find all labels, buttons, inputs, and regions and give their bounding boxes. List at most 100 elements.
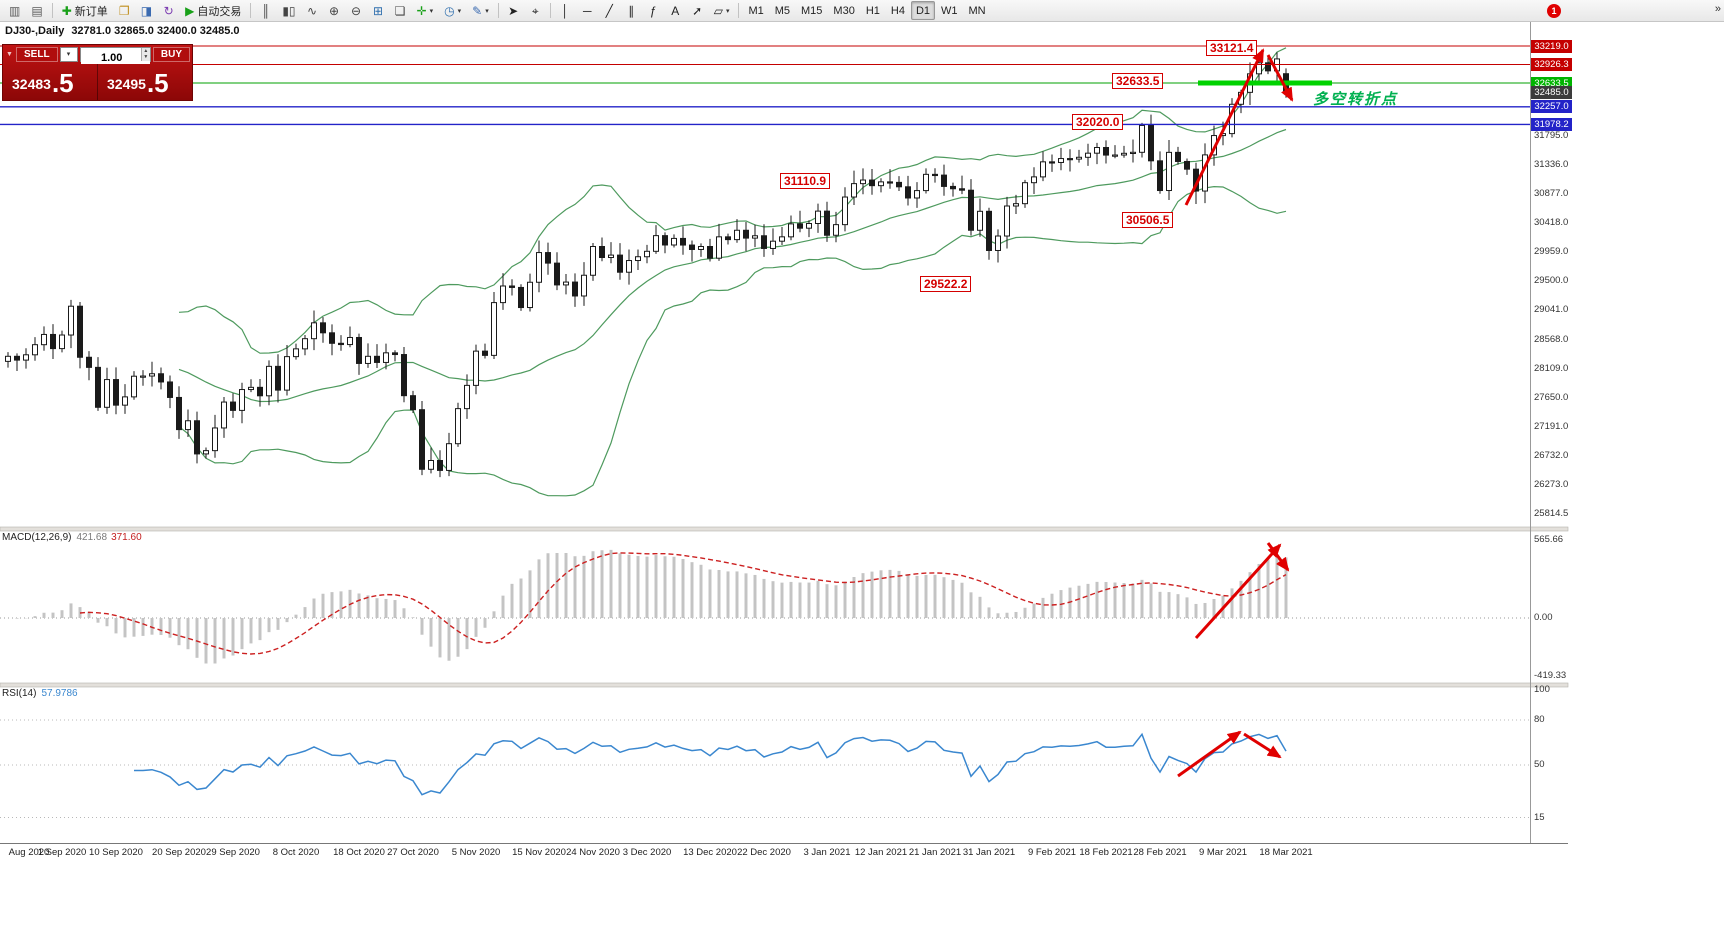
- buy-button[interactable]: BUY: [152, 46, 190, 62]
- bar-chart-icon[interactable]: ║: [255, 1, 276, 20]
- timeframe-h4[interactable]: H4: [886, 1, 910, 20]
- autotrade-button[interactable]: ▶ 自动交易: [180, 1, 246, 20]
- data-window-icon[interactable]: ◨: [136, 1, 157, 20]
- crosshair-icon[interactable]: ⌖: [525, 1, 546, 20]
- timeframe-m15[interactable]: M15: [796, 1, 827, 20]
- profiles-icon[interactable]: ▤: [26, 1, 47, 20]
- template-icon[interactable]: ✎ ▾: [467, 1, 494, 20]
- shapes-icon[interactable]: ▱ ▾: [709, 1, 735, 20]
- autotrade-button-label: 自动交易: [197, 5, 242, 18]
- zoom-in-icon[interactable]: ⊕: [324, 1, 345, 20]
- print-glyph: ❐: [118, 3, 130, 18]
- new-order-glyph: ✚: [61, 3, 72, 18]
- candlestick-chart-glyph: ▮▯: [282, 3, 296, 18]
- cursor-glyph: ➤: [508, 3, 519, 18]
- autotrade-glyph: ▶: [185, 3, 195, 18]
- arrange-windows-glyph: ❏: [394, 3, 406, 18]
- macd-indicator-label: MACD(12,26,9) 421.68 371.60: [2, 532, 142, 543]
- channel-icon[interactable]: ∥: [621, 1, 642, 20]
- fibonacci-icon[interactable]: ƒ: [643, 1, 664, 20]
- toolbar-separator: [497, 3, 499, 18]
- candlestick-chart-icon[interactable]: ▮▯: [277, 1, 300, 20]
- indicators-icon[interactable]: ✛ ▾: [412, 1, 439, 20]
- timeframe-d1[interactable]: D1: [910, 1, 936, 20]
- chevron-down-icon: ▾: [725, 7, 730, 15]
- cursor-icon[interactable]: ➤: [503, 1, 524, 20]
- new-order-button[interactable]: ✚ 新订单: [57, 1, 113, 20]
- timeframe-m30[interactable]: M30: [828, 1, 859, 20]
- indicators-glyph: ✛: [416, 3, 427, 18]
- bar-chart-glyph: ║: [261, 3, 271, 18]
- volume-spinner: ▲ ▼: [140, 47, 150, 61]
- line-chart-glyph: ∿: [307, 3, 318, 18]
- rsi-indicator-label: RSI(14) 57.9786: [2, 688, 78, 699]
- buy-price[interactable]: 32495.5: [97, 63, 192, 100]
- toolbar-separator: [738, 3, 740, 18]
- crosshair-glyph: ⌖: [531, 3, 539, 18]
- horizontal-line-glyph: ─: [582, 3, 592, 18]
- order-type-dropdown[interactable]: ▾: [59, 46, 78, 62]
- timeframe-m5[interactable]: M5: [770, 1, 795, 20]
- volume-input[interactable]: [80, 51, 150, 64]
- timeframe-h1[interactable]: H1: [861, 1, 885, 20]
- timeframe-m30-label: M30: [833, 4, 855, 17]
- fibonacci-glyph: ƒ: [649, 3, 657, 18]
- notification-badge[interactable]: 1: [1547, 4, 1561, 18]
- timeframe-d1-label: D1: [915, 4, 931, 17]
- spinner-up-icon[interactable]: ▲: [143, 48, 149, 54]
- shapes-glyph: ▱: [713, 3, 723, 18]
- chart-shift-icon[interactable]: ▥: [4, 1, 25, 20]
- periods-glyph: ◷: [444, 3, 455, 18]
- vertical-line-icon[interactable]: │: [555, 1, 576, 20]
- tile-windows-icon[interactable]: ⊞: [368, 1, 389, 20]
- chart-ohlc-values: 32781.0 32865.0 32400.0 32485.0: [71, 25, 240, 37]
- refresh-icon[interactable]: ↻: [158, 1, 179, 20]
- data-window-glyph: ◨: [140, 3, 153, 18]
- arrows-icon[interactable]: ➚: [687, 1, 708, 20]
- one-click-collapse-icon[interactable]: ▼: [6, 50, 13, 58]
- spinner-down-icon[interactable]: ▼: [143, 54, 149, 60]
- chart-title: DJ30-,Daily 32781.0 32865.0 32400.0 32485…: [5, 25, 240, 37]
- channel-glyph: ∥: [628, 3, 635, 18]
- line-chart-icon[interactable]: ∿: [302, 1, 323, 20]
- print-icon[interactable]: ❐: [114, 1, 135, 20]
- timeframe-mn[interactable]: MN: [964, 1, 991, 20]
- trendline-glyph: ╱: [605, 3, 613, 18]
- turning-point-annotation[interactable]: 多空转折点: [1313, 91, 1399, 108]
- timeframe-w1[interactable]: W1: [936, 1, 963, 20]
- vertical-line-glyph: │: [561, 3, 569, 18]
- template-glyph: ✎: [472, 3, 483, 18]
- zoom-in-glyph: ⊕: [329, 3, 340, 18]
- toolbar-separator: [250, 3, 252, 18]
- trendline-icon[interactable]: ╱: [599, 1, 620, 20]
- timeframe-h1-label: H1: [865, 4, 880, 17]
- chevron-down-icon: ▾: [429, 7, 434, 15]
- toolbar-separator: [549, 3, 551, 18]
- timeframe-m5-label: M5: [774, 4, 791, 17]
- chart-shift-glyph: ▥: [9, 3, 21, 18]
- horizontal-line-icon[interactable]: ─: [577, 1, 598, 20]
- sell-price[interactable]: 32483.5: [12, 68, 74, 98]
- chevron-down-icon: ▾: [485, 7, 489, 15]
- timeframe-mn-label: MN: [968, 4, 986, 17]
- sell-button[interactable]: SELL: [16, 46, 58, 62]
- text-icon[interactable]: A: [665, 1, 686, 20]
- refresh-glyph: ↻: [163, 3, 174, 18]
- toolbar-separator: [51, 3, 53, 18]
- toolbar-overflow-icon[interactable]: »: [1714, 3, 1721, 15]
- new-order-button-label: 新订单: [74, 5, 108, 18]
- zoom-out-icon[interactable]: ⊖: [346, 1, 367, 20]
- one-click-trading-panel: ▼ SELL ▾ ▲▼ BUY 32483.5 32495.5: [2, 44, 193, 101]
- periods-icon[interactable]: ◷ ▾: [439, 1, 466, 20]
- chart-symbol-period: DJ30-,Daily: [5, 25, 65, 37]
- arrows-glyph: ➚: [692, 3, 703, 18]
- arrange-windows-icon[interactable]: ❏: [390, 1, 411, 20]
- timeframe-m1[interactable]: M1: [743, 1, 768, 20]
- chevron-down-icon: ▾: [457, 7, 462, 15]
- timeframe-h4-label: H4: [890, 4, 905, 17]
- volume-field-wrap: ▲▼: [79, 46, 151, 64]
- chevron-down-icon: ▾: [66, 51, 71, 58]
- profiles-glyph: ▤: [31, 3, 43, 18]
